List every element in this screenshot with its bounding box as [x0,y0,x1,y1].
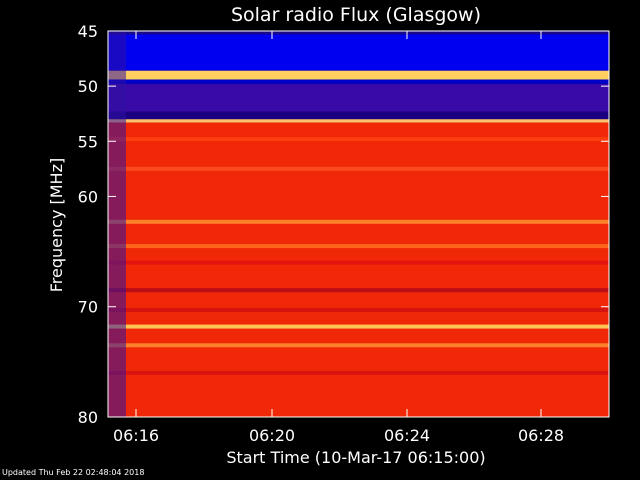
highlight-line-8 [108,343,609,348]
y-tick-label-1: 50 [78,77,98,96]
highlight-line-3 [108,244,609,249]
y-tick-label-2: 55 [78,132,98,151]
spectrum-bands [108,31,609,417]
highlight-line-4 [108,260,609,265]
updated-timestamp: Updated Thu Feb 22 02:48:04 2018 [2,468,145,477]
y-axis: 45 50 55 60 70 80 [78,22,609,427]
band-0 [108,31,609,35]
y-tick-label-0: 45 [78,22,98,41]
y-axis-label: Frequency [MHz] [47,158,66,292]
y-tick-label-5: 80 [78,408,98,427]
highlight-line-7 [108,324,609,329]
band-2 [108,70,609,80]
band-3 [108,79,609,84]
highlight-line-6 [108,308,609,313]
band-6 [108,119,609,123]
highlight-line-2 [108,219,609,224]
plot-area [107,30,610,418]
x-tick-label-0: 06:16 [113,426,159,445]
x-tick-label-3: 06:28 [518,426,564,445]
left-edge-strip [108,31,126,417]
band-1 [108,34,609,71]
band-7 [108,122,609,417]
highlight-line-9 [108,370,609,375]
highlight-line-5 [108,288,609,293]
x-axis: 06:16 06:20 06:24 06:28 [113,31,564,445]
y-tick-label-4: 70 [78,298,98,317]
x-tick-label-1: 06:20 [249,426,295,445]
x-tick-label-2: 06:24 [384,426,430,445]
y-tick-label-3: 60 [78,187,98,206]
spectrum-highlights [108,137,609,375]
plot-frame [107,30,610,418]
highlight-line-1 [108,166,609,171]
highlight-line-0 [108,137,609,142]
band-4 [108,83,609,112]
band-5 [108,111,609,120]
chart-title: Solar radio Flux (Glasgow) [231,4,481,26]
x-axis-label: Start Time (10-Mar-17 06:15:00) [226,448,485,467]
